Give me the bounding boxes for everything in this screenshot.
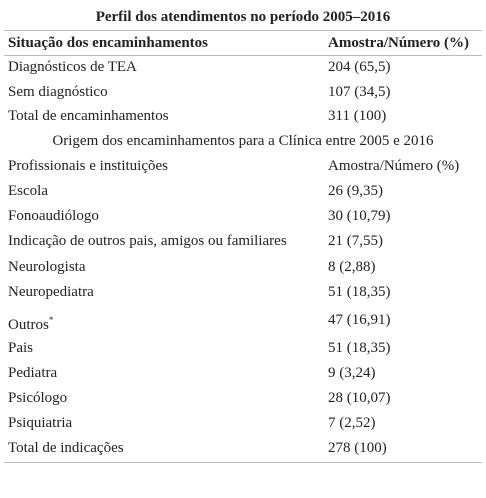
rule	[4, 55, 482, 56]
row-label: Outros*	[8, 311, 53, 334]
row-label: Fonoaudiólogo	[8, 207, 99, 225]
section-title: Origem dos encaminhamentos para a Clínic…	[52, 133, 434, 149]
label-text: Neuropediatra	[8, 284, 94, 300]
label-text: Fonoaudiólogo	[8, 208, 99, 224]
rule	[4, 462, 482, 463]
row-value: 21 (7,55)	[328, 233, 383, 249]
row-label: Psiquiatria	[8, 414, 72, 432]
label-text: Escola	[8, 183, 48, 199]
label-text: Outros	[8, 317, 49, 333]
row-label: Sem diagnóstico	[8, 83, 108, 101]
row-label: Diagnósticos de TEA	[8, 58, 137, 76]
label-text: Indicação de outros pais, amigos ou fami…	[8, 233, 287, 249]
label-text: Sem diagnóstico	[8, 84, 108, 100]
label-text: Neurologista	[8, 259, 86, 275]
header-cell: Amostra/Número (%)	[328, 158, 460, 174]
row-value: 51 (18,35)	[328, 284, 391, 300]
row-label: Psicólogo	[8, 389, 67, 407]
row-value: 107 (34,5)	[328, 84, 391, 100]
row-value: 51 (18,35)	[328, 340, 391, 356]
label-text: Pais	[8, 340, 34, 356]
row-label: Pais	[8, 339, 33, 357]
footnote-mark: *	[48, 315, 54, 325]
row-value: 7 (2,52)	[328, 415, 376, 431]
row-label: Neurologista	[8, 258, 85, 276]
row-value: 278 (100)	[328, 440, 387, 456]
row-value: 9 (3,24)	[328, 365, 376, 381]
header-cell: Amostra/Número (%)	[328, 35, 469, 51]
rule	[4, 30, 482, 31]
row-label: Pediatra	[8, 364, 57, 382]
header-cell: Profissionais e instituições	[8, 158, 168, 174]
label-text: Diagnósticos de TEA	[8, 59, 137, 75]
row-value: 28 (10,07)	[328, 390, 391, 406]
label-text: Psiquiatria	[8, 415, 73, 431]
row-value: 26 (9,35)	[328, 183, 383, 199]
row-label: Escola	[8, 182, 48, 200]
header-cell: Situação dos encaminhamentos	[8, 35, 209, 51]
table-title: Perfil dos atendimentos no período 2005–…	[95, 9, 391, 25]
label-text: Psicólogo	[8, 390, 68, 406]
row-value: 204 (65,5)	[328, 59, 391, 75]
label-text: Pediatra	[8, 365, 58, 381]
label-text: Total de indicações	[8, 440, 124, 456]
row-label: Neuropediatra	[8, 283, 94, 301]
row-value: 311 (100)	[328, 108, 387, 124]
row-value: 47 (16,91)	[328, 312, 391, 328]
row-label: Total de indicações	[8, 439, 124, 457]
row-value: 30 (10,79)	[328, 208, 391, 224]
row-label: Indicação de outros pais, amigos ou fami…	[8, 232, 287, 250]
row-value: 8 (2,88)	[328, 259, 376, 275]
label-text: Total de encaminhamentos	[8, 108, 169, 124]
row-label: Total de encaminhamentos	[8, 107, 169, 125]
